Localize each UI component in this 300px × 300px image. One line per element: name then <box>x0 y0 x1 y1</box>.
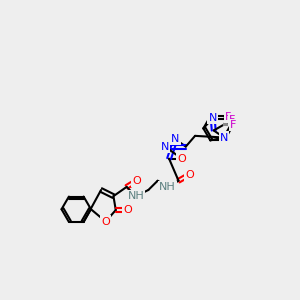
Text: NH: NH <box>159 182 176 192</box>
Text: N: N <box>220 133 228 142</box>
Text: N: N <box>171 134 180 144</box>
Text: F: F <box>229 115 235 125</box>
Text: F: F <box>225 112 232 122</box>
Text: O: O <box>123 205 132 215</box>
Text: O: O <box>185 169 194 180</box>
Text: F: F <box>230 120 236 130</box>
Text: O: O <box>132 176 141 186</box>
Text: N: N <box>161 142 169 152</box>
Text: N: N <box>208 113 217 123</box>
Text: NH: NH <box>128 191 144 201</box>
Text: O: O <box>178 154 186 164</box>
Text: O: O <box>101 217 110 226</box>
